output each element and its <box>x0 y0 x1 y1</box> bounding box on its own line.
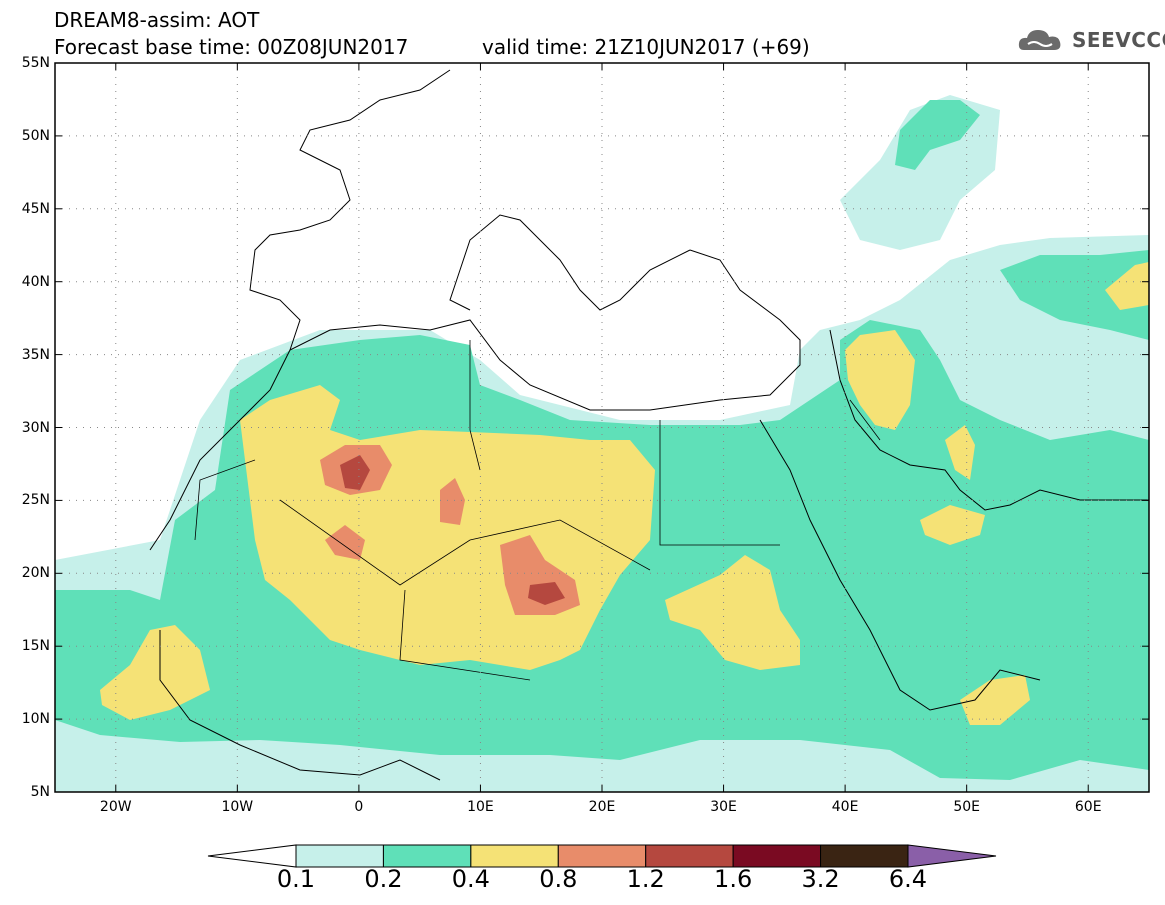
aot-band-0.4-iran <box>1105 262 1149 310</box>
logo-text: SEEVCCC <box>1072 28 1165 52</box>
lat-tick-label: 40N <box>21 273 50 290</box>
axis-ticks <box>55 62 1149 793</box>
colorbar-level-label: 0.1 <box>276 865 316 893</box>
lat-tick-label: 15N <box>21 638 50 655</box>
lon-tick-label: 30E <box>710 799 737 815</box>
colorbar-level-label: 1.6 <box>714 865 753 893</box>
colorbar-level-label: 3.2 <box>801 865 840 893</box>
aot-band-0.8-libya <box>440 478 465 525</box>
forecast-base-time: Forecast base time: 00Z08JUN2017 <box>54 35 409 59</box>
lon-tick-label: 50E <box>953 799 980 815</box>
colorbar-segment <box>820 844 909 868</box>
colorbar-segment <box>470 844 559 868</box>
lat-tick-label: 45N <box>21 200 50 217</box>
colorbar-low-arrow <box>207 844 297 868</box>
lat-tick-label: 10N <box>21 711 50 728</box>
lat-tick-label: 35N <box>21 346 50 363</box>
lat-tick-label: 5N <box>30 784 50 800</box>
lon-tick-label: 0 <box>354 799 364 815</box>
aot-band-0.4-gulf <box>945 425 975 480</box>
aot-band-0.4-iraq <box>845 330 915 430</box>
colorbar-level-label: 0.2 <box>364 865 403 893</box>
coastlines <box>149 69 1149 781</box>
graticule <box>55 63 1149 792</box>
aot-band-0.4-arabia <box>920 505 985 545</box>
lon-tick-label: 10E <box>467 799 494 815</box>
lon-tick-label: 60E <box>1074 799 1102 815</box>
cloud-logo-icon <box>1018 30 1061 50</box>
aot-band-0.2-blacksea <box>895 100 980 170</box>
aot-band-0.4-sudan <box>665 555 800 670</box>
aot-band-0.4-senegal <box>100 625 210 720</box>
colorbar-segment <box>295 844 384 868</box>
lon-tick-label: 20W <box>99 799 132 815</box>
colorbar-segment <box>645 844 734 868</box>
colorbar-high-arrow <box>907 844 997 868</box>
colorbar-segment <box>382 844 472 868</box>
lat-tick-label: 30N <box>21 419 50 436</box>
colorbar-segment <box>732 844 822 868</box>
aot-band-1.2-algeria <box>340 455 370 490</box>
colorbar-segment <box>557 844 647 868</box>
aot-band-0.2-caspian <box>1000 250 1149 340</box>
colorbar-level-label: 0.4 <box>451 865 490 893</box>
lon-tick-label: 20E <box>588 799 616 815</box>
aot-band-1.2-chad <box>528 582 565 605</box>
colorbar <box>207 844 997 868</box>
map-title: DREAM8-assim: AOT <box>54 8 260 32</box>
lat-tick-label: 25N <box>21 492 50 509</box>
lat-tick-label: 20N <box>21 565 50 582</box>
seevccc-logo: SEEVCCC <box>1018 26 1165 54</box>
aot-band-0.4-somalia <box>960 675 1030 725</box>
colorbar-level-label: 6.4 <box>888 865 928 893</box>
valid-time: valid time: 21Z10JUN2017 (+69) <box>482 35 810 59</box>
aot-band-0.8-mali <box>325 525 365 560</box>
lat-tick-label: 50N <box>21 127 50 144</box>
colorbar-level-label: 0.8 <box>539 865 578 893</box>
colorbar-level-label: 1.2 <box>626 865 665 893</box>
country-borders <box>194 340 881 681</box>
lon-tick-label: 10W <box>221 799 254 815</box>
aot-shading <box>55 95 1149 792</box>
lat-tick-label: 55N <box>21 55 50 71</box>
lon-tick-label: 40E <box>831 799 859 815</box>
